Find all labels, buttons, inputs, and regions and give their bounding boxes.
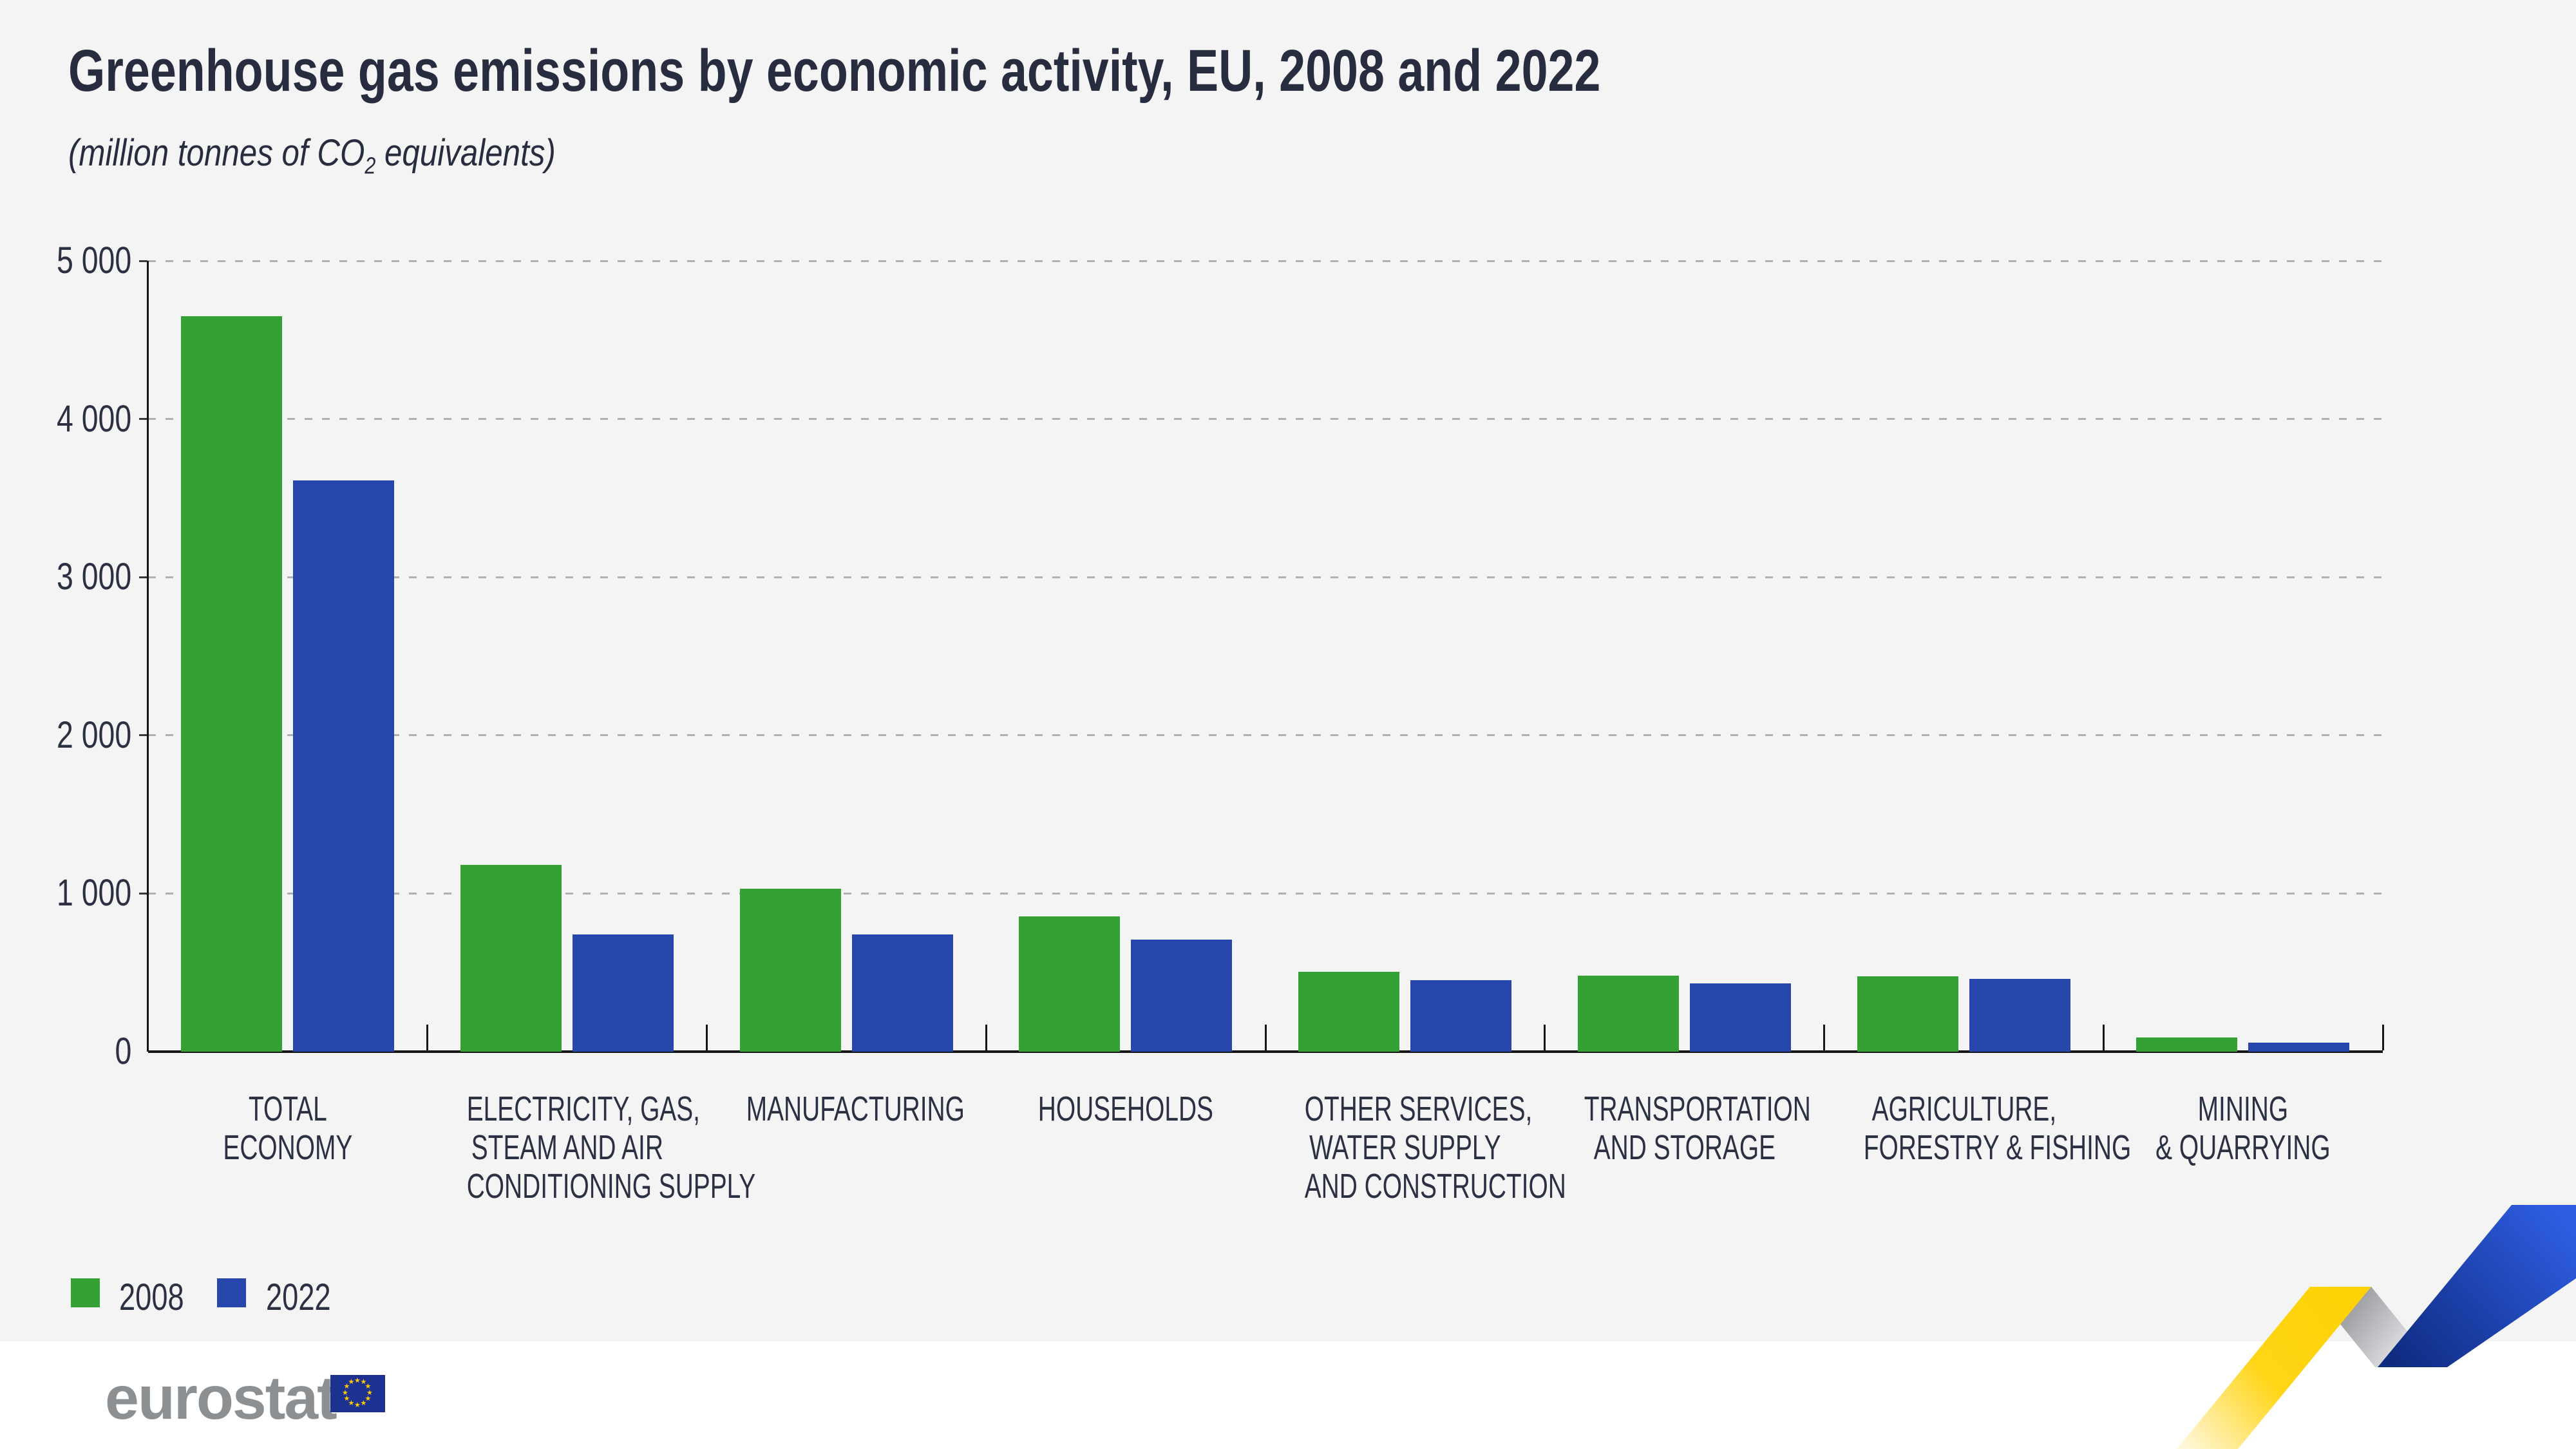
chart-subtitle-text: (million tonnes of CO2 equivalents) [68,131,556,180]
category-label-4: OTHER SERVICES, WATER SUPPLY AND CONSTRUCT… [1265,1090,1566,1206]
ribbon-yellow-stripe [2177,1287,2371,1449]
bar-2008-manufacturing [739,889,841,1052]
category-label-text: MINING & QUARRYING [2155,1090,2331,1167]
subtitle-prefix: (million tonnes of CO [68,132,365,174]
eu-flag-star-icon: ★ [360,1399,367,1407]
bar-2008-other-services-water-supply-and-construction [1298,971,1399,1052]
x-axis-group-tick [706,1025,708,1050]
legend-label-2022: 2022 [266,1276,331,1318]
eu-flag-star-icon: ★ [343,1383,350,1390]
y-tick-label-5000: 5 000 [0,241,131,281]
eu-flag-star-icon: ★ [365,1395,372,1403]
y-tick-text: 0 [115,1030,131,1072]
y-axis-tick [139,734,147,737]
eu-flag-star-icon: ★ [360,1378,367,1387]
y-tick-label-0: 0 [0,1032,131,1072]
x-axis [148,1050,2383,1053]
legend-item-2022: 2022 [266,1276,349,1319]
legend-swatch-2022 [217,1278,246,1307]
eu-flag-star-icon: ★ [354,1401,361,1409]
bar-2022-mining-quarrying [2248,1043,2350,1052]
category-label-5: TRANSPORTATION AND STORAGE [1545,1090,1824,1167]
eu-flag-star-icon: ★ [366,1388,373,1397]
x-axis-group-tick [2102,1025,2105,1050]
eu-flag-star-icon: ★ [354,1376,361,1385]
chart-subtitle: (million tonnes of CO2 equivalents) [68,131,641,180]
ribbon-blue-stripe [2378,1205,2576,1367]
legend-item-2008: 2008 [119,1276,202,1319]
bar-2008-total-economy [181,316,282,1052]
category-label-2: MANUFACTURING [707,1090,987,1128]
eu-flag-icon: ★ ★ ★ ★ ★ ★ ★ ★ ★ ★ ★ ★ [330,1375,385,1412]
footer-band [0,1341,2576,1449]
x-axis-group-tick [1264,1025,1267,1050]
category-label-text: ELECTRICITY, GAS, STEAM AND AIR CONDITIONI… [466,1090,756,1206]
gridline-4000 [148,418,2383,421]
y-tick-text: 3 000 [56,556,131,598]
y-axis-tick [139,576,147,578]
category-label-text: OTHER SERVICES, WATER SUPPLY AND CONSTRUCT… [1304,1090,1566,1206]
y-axis-tick [139,418,147,421]
category-label-text: TOTAL ECONOMY [223,1090,353,1167]
eu-flag-star-icon: ★ [348,1378,355,1387]
y-axis-tick [139,892,147,895]
legend-swatch-2008 [71,1278,100,1307]
bar-2022-total-economy [293,480,394,1052]
gridline-2000 [148,734,2383,737]
chart-title-text: Greenhouse gas emissions by economic act… [68,38,1601,104]
gridline-1000 [148,892,2383,895]
eurostat-logo: eurostat [105,1364,337,1432]
y-tick-text: 1 000 [56,872,131,914]
x-axis-group-tick [1823,1025,1825,1050]
ribbon-graphic [2177,1205,2576,1449]
bar-2008-mining-quarrying [2136,1037,2238,1052]
bar-2022-agriculture-forestry-fishing [1969,979,2070,1052]
category-label-text: TRANSPORTATION AND STORAGE [1584,1090,1811,1167]
bar-2008-households [1019,916,1121,1052]
category-label-1: ELECTRICITY, GAS, STEAM AND AIR CONDITIONI… [428,1090,756,1206]
eu-flag-star-icon: ★ [343,1395,350,1403]
subtitle-suffix: equivalents) [375,132,556,174]
subtitle-subscript: 2 [365,152,376,179]
y-tick-text: 2 000 [56,714,131,756]
y-tick-label-3000: 3 000 [0,557,131,597]
bar-2022-electricity-gas-steam-and-air-conditioning-supply [572,934,674,1052]
x-axis-group-tick [2382,1025,2384,1050]
category-label-3: HOUSEHOLDS [986,1090,1265,1128]
category-label-text: MANUFACTURING [746,1090,965,1128]
bar-2022-transportation-and-storage [1689,983,1791,1052]
category-label-6: AGRICULTURE, FORESTRY & FISHING [1824,1090,2131,1167]
y-tick-text: 5 000 [56,240,131,281]
y-tick-text: 4 000 [56,397,131,440]
category-label-text: AGRICULTURE, FORESTRY & FISHING [1863,1090,2131,1167]
x-axis-group-tick [1544,1025,1546,1050]
category-label-0: TOTAL ECONOMY [148,1090,428,1167]
eu-flag-star-icon: ★ [342,1388,348,1397]
bar-2022-households [1131,939,1233,1052]
legend-label-2008: 2008 [119,1276,184,1318]
chart-title: Greenhouse gas emissions by economic act… [68,37,1984,105]
eu-flag-star-icon: ★ [348,1399,355,1407]
x-axis-group-tick [426,1025,429,1050]
gridline-3000 [148,576,2383,578]
bar-2008-agriculture-forestry-fishing [1857,976,1958,1052]
x-axis-group-tick [985,1025,987,1050]
bar-2008-transportation-and-storage [1577,976,1679,1052]
y-tick-label-2000: 2 000 [0,715,131,755]
bar-2008-electricity-gas-steam-and-air-conditioning-supply [460,865,562,1052]
category-label-text: HOUSEHOLDS [1038,1090,1214,1128]
eu-flag-star-icon: ★ [365,1383,372,1390]
y-tick-label-4000: 4 000 [0,399,131,439]
y-axis-tick [139,260,147,262]
bar-2022-manufacturing [851,934,953,1052]
gridline-5000 [148,260,2383,262]
y-axis [147,261,149,1052]
bar-2022-other-services-water-supply-and-construction [1410,980,1511,1052]
category-label-7: MINING & QUARRYING [2103,1090,2383,1167]
y-tick-label-1000: 1 000 [0,873,131,913]
